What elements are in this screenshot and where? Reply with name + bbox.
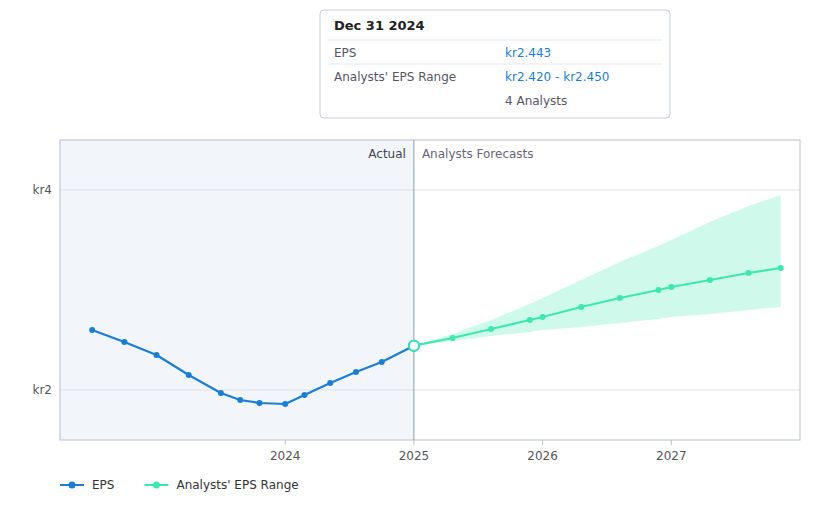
x-tick [671, 440, 672, 445]
x-tick [542, 440, 543, 445]
legend-swatch-dot [69, 482, 76, 489]
series-point [778, 265, 784, 271]
series-line [92, 330, 414, 404]
x-tick-label: 2026 [527, 449, 558, 463]
series-line [414, 268, 781, 346]
series-point [655, 287, 661, 293]
legend-label: Analysts' EPS Range [176, 478, 298, 492]
legend-label: EPS [92, 478, 114, 492]
tooltip-divider [328, 64, 662, 65]
tooltip-value: kr2.420 - kr2.450 [505, 70, 609, 84]
series-point [302, 392, 308, 398]
tooltip-divider [328, 40, 662, 41]
series-point [89, 327, 95, 333]
tooltip-label: Analysts' EPS Range [334, 70, 456, 84]
annotation: Analysts Forecasts [422, 147, 534, 161]
x-tick [285, 440, 286, 445]
series-point [379, 359, 385, 365]
series-point [237, 397, 243, 403]
series-point [527, 317, 533, 323]
series-point [353, 369, 359, 375]
x-tick-label: 2025 [399, 449, 430, 463]
series-point [121, 339, 127, 345]
tooltip-box [320, 10, 670, 118]
series-point [707, 277, 713, 283]
series-point [186, 372, 192, 378]
y-tick-label: kr4 [32, 183, 52, 197]
grid-line [60, 190, 800, 191]
series-point [617, 295, 623, 301]
series-point [746, 270, 752, 276]
grid-line [60, 390, 800, 391]
y-tick-label: kr2 [32, 383, 52, 397]
series-point [488, 326, 494, 332]
x-tick-label: 2027 [656, 449, 687, 463]
annotation: Actual [368, 147, 406, 161]
tooltip-value: kr2.443 [505, 46, 551, 60]
series-point [450, 335, 456, 341]
range-band [414, 195, 781, 346]
tooltip-label: EPS [334, 46, 356, 60]
actual-region [60, 140, 414, 440]
plot-frame [60, 140, 800, 440]
legend-swatch-dot [153, 482, 160, 489]
transition-point [409, 341, 419, 351]
series-point [282, 401, 288, 407]
series-point [668, 284, 674, 290]
tooltip-value: 4 Analysts [505, 94, 567, 108]
transition-point [409, 341, 419, 351]
tooltip-title: Dec 31 2024 [334, 18, 425, 33]
chart: kr2 kr4 2024 2025 2026 2027 Actual Analysts For… [0, 0, 821, 520]
x-tick-label: 2024 [270, 449, 301, 463]
series-point [256, 400, 262, 406]
marks [89, 140, 784, 440]
series-point [327, 380, 333, 386]
divider-line [413, 140, 414, 440]
series-point [154, 352, 160, 358]
x-tick [413, 440, 414, 445]
series-point [578, 304, 584, 310]
series-point [540, 314, 546, 320]
series-point [218, 390, 224, 396]
